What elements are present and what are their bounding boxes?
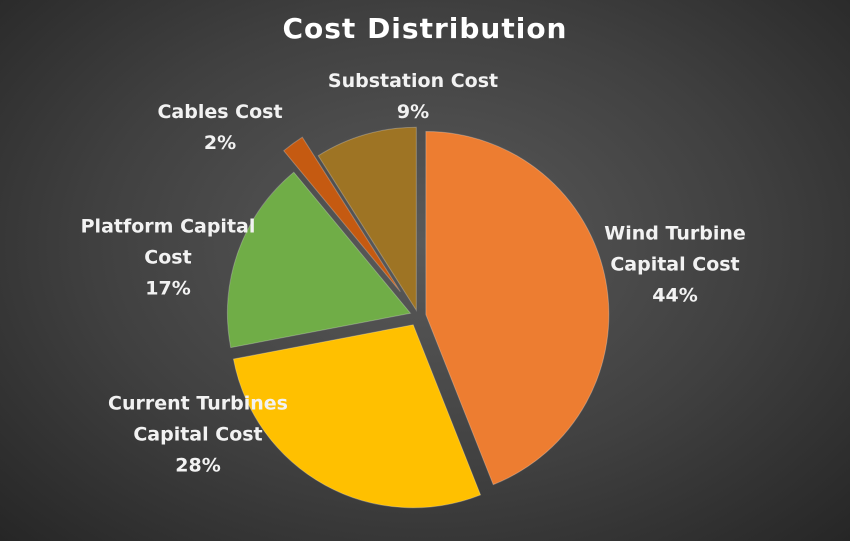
value-label: 44% bbox=[652, 284, 698, 307]
pie-slice bbox=[226, 171, 412, 349]
pie-slice bbox=[232, 324, 482, 509]
category-label: Platform Capital Cost bbox=[80, 215, 256, 269]
pie-slice bbox=[425, 131, 610, 486]
slice-label: Cables Cost 2% bbox=[130, 97, 310, 159]
category-label: Cables Cost bbox=[157, 101, 283, 123]
category-label: Substation Cost bbox=[327, 70, 499, 92]
value-label: 9% bbox=[396, 101, 430, 123]
slice-label: Wind Turbine Capital Cost 44% bbox=[585, 219, 765, 312]
pie-slice bbox=[317, 126, 417, 312]
slice-label: Substation Cost 9% bbox=[323, 66, 503, 128]
value-label: 17% bbox=[145, 277, 191, 300]
slice-label: Current Turbines Capital Cost 28% bbox=[108, 389, 288, 482]
category-label: Current Turbines Capital Cost bbox=[108, 392, 288, 446]
value-label: 28% bbox=[175, 454, 221, 477]
category-label: Wind Turbine Capital Cost bbox=[604, 222, 746, 276]
pie-slice bbox=[283, 136, 401, 293]
value-label: 2% bbox=[203, 132, 237, 154]
chart-title: Cost Distribution bbox=[282, 12, 568, 45]
slice-label: Platform Capital Cost 17% bbox=[78, 212, 258, 305]
